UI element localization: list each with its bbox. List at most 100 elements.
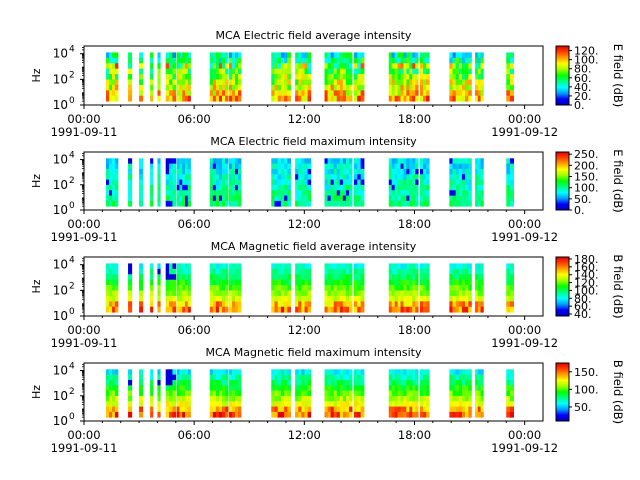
heatmap-cell	[237, 301, 242, 308]
heatmap-cell	[295, 163, 299, 170]
heatmap-cell	[235, 163, 239, 170]
heatmap-cell	[452, 63, 457, 70]
heatmap-cell	[403, 379, 407, 386]
heatmap-cell	[128, 184, 133, 191]
heatmap-cell	[409, 385, 413, 391]
heatmap-cell	[477, 174, 481, 180]
heatmap-cell	[184, 290, 189, 297]
heatmap-cell	[419, 90, 424, 97]
heatmap-cell	[235, 200, 239, 207]
heatmap-cell	[391, 68, 396, 75]
heatmap-cell	[353, 174, 358, 180]
heatmap-cell	[324, 90, 328, 97]
heatmap-cell	[222, 90, 226, 97]
heatmap-cell	[403, 290, 407, 297]
heatmap-cell	[114, 190, 119, 196]
heatmap-cell	[209, 295, 214, 302]
heatmap-cell	[172, 295, 177, 302]
heatmap-cell	[277, 200, 282, 207]
heatmap-cell	[157, 263, 161, 270]
heatmap-cell	[277, 274, 282, 281]
heatmap-cell	[150, 90, 154, 97]
heatmap-cell	[412, 84, 416, 91]
heatmap-cell	[455, 279, 460, 286]
heatmap-cell	[360, 285, 365, 291]
heatmap-cell	[388, 369, 393, 376]
heatmap-cell	[357, 163, 362, 170]
heatmap-cell	[109, 290, 113, 297]
heatmap-cell	[342, 379, 347, 386]
heatmap-cell	[209, 306, 214, 313]
heatmap-cell	[419, 279, 424, 286]
heatmap-cell	[112, 57, 116, 64]
heatmap-cell	[176, 268, 180, 275]
heatmap-cell	[455, 401, 460, 407]
heatmap-cell	[225, 74, 229, 80]
heatmap-cell	[468, 195, 472, 202]
heatmap-cell	[218, 74, 223, 80]
heatmap-cell	[169, 200, 173, 207]
heatmap-cell	[215, 395, 220, 402]
heatmap-cell	[415, 184, 419, 191]
heatmap-cell	[237, 411, 242, 418]
heatmap-cell	[287, 411, 291, 418]
heatmap-cell	[509, 306, 515, 313]
heatmap-cell	[229, 411, 233, 418]
heatmap-cell	[222, 179, 226, 186]
heatmap-cell	[475, 401, 479, 407]
heatmap-cell	[336, 395, 341, 402]
heatmap-cell	[333, 158, 338, 165]
heatmap-cell	[465, 79, 469, 86]
heatmap-cell	[468, 395, 472, 402]
heatmap-cell	[419, 369, 424, 376]
heatmap-cell	[426, 274, 430, 281]
heatmap-cell	[412, 369, 416, 376]
heatmap-cell	[400, 263, 404, 270]
heatmap-cell	[187, 263, 191, 270]
heatmap-cell	[353, 90, 358, 97]
heatmap-cell	[235, 195, 239, 202]
heatmap-cell	[330, 74, 335, 80]
heatmap-cell	[480, 301, 484, 308]
heatmap-cell	[114, 406, 119, 413]
heatmap-cell	[218, 395, 223, 402]
heatmap-cell	[187, 95, 191, 102]
heatmap-cell	[298, 68, 302, 75]
heatmap-cell	[336, 263, 341, 270]
heatmap-cell	[209, 374, 214, 381]
heatmap-cell	[212, 90, 217, 97]
heatmap-cell	[400, 390, 404, 397]
heatmap-cell	[187, 195, 191, 202]
heatmap-cell	[304, 190, 309, 196]
heatmap-cell	[106, 184, 110, 191]
heatmap-cell	[165, 174, 170, 180]
heatmap-cell	[449, 385, 453, 391]
heatmap-cell	[324, 395, 328, 402]
heatmap-cell	[397, 90, 401, 97]
heatmap-cell	[419, 57, 424, 64]
heatmap-cell	[426, 268, 430, 275]
heatmap-cell	[298, 263, 302, 270]
heatmap-cell	[391, 174, 396, 180]
heatmap-cell	[506, 411, 511, 418]
heatmap-cell	[218, 385, 223, 391]
heatmap-cell	[169, 411, 173, 418]
heatmap-cell	[423, 52, 427, 59]
heatmap-cell	[475, 179, 479, 186]
heatmap-cell	[324, 95, 328, 102]
heatmap-cell	[169, 390, 173, 397]
colorbar-tick-label: 160.	[574, 261, 599, 274]
heatmap-cell	[187, 369, 191, 376]
heatmap-cell	[477, 385, 481, 391]
heatmap-cell	[172, 95, 177, 102]
heatmap-cell	[304, 306, 309, 313]
heatmap-cell	[403, 179, 407, 186]
heatmap-cell	[307, 168, 312, 175]
heatmap-cell	[232, 263, 236, 270]
heatmap-cell	[391, 285, 396, 291]
heatmap-cells	[106, 158, 515, 207]
heatmap-cell	[277, 379, 282, 386]
heatmap-cell	[465, 411, 469, 418]
heatmap-cell	[112, 390, 116, 397]
heatmap-cell	[415, 390, 419, 397]
